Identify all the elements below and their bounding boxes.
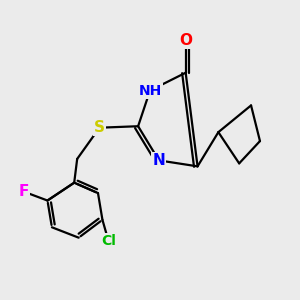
Text: N: N (152, 153, 165, 168)
Text: NH: NH (138, 84, 162, 98)
Text: O: O (179, 32, 192, 47)
Text: F: F (19, 184, 29, 199)
Text: Cl: Cl (101, 234, 116, 248)
Text: S: S (94, 120, 105, 135)
